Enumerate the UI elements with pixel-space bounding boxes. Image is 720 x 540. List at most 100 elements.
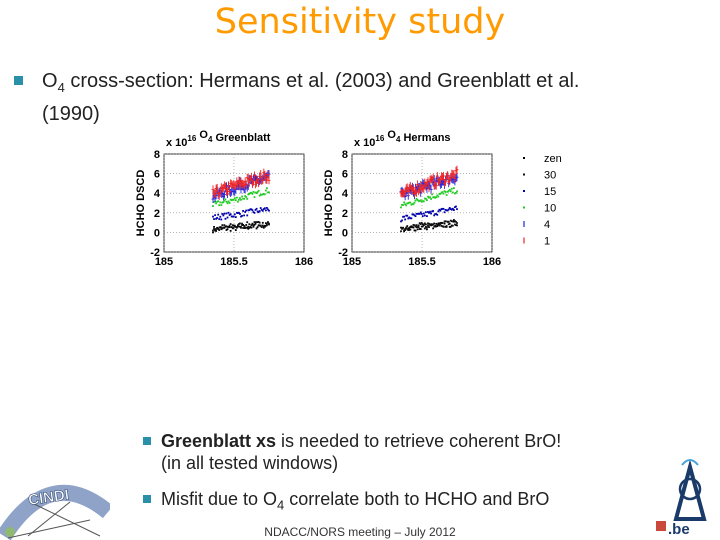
data-point <box>433 214 436 217</box>
data-point <box>408 201 411 204</box>
data-point <box>216 227 219 230</box>
data-point <box>435 222 438 225</box>
data-point <box>455 205 457 208</box>
data-point <box>450 220 453 223</box>
data-point <box>432 227 435 230</box>
data-point <box>233 224 236 227</box>
data-point <box>448 222 451 225</box>
data-point <box>218 229 221 231</box>
data-point <box>215 217 218 220</box>
chart-title: x 1016 O4 Hermans <box>354 129 451 149</box>
data-point <box>401 219 403 222</box>
data-point <box>245 196 248 198</box>
data-point <box>255 192 258 195</box>
legend-marker <box>523 173 525 176</box>
data-point <box>213 200 215 203</box>
data-point <box>452 209 455 211</box>
data-point <box>254 209 257 211</box>
data-point <box>408 216 411 219</box>
data-point <box>222 214 225 217</box>
data-point <box>253 221 256 224</box>
data-point <box>454 223 456 226</box>
data-point <box>226 228 229 231</box>
cindi-logo: CINDI <box>0 484 110 540</box>
data-point <box>410 203 413 206</box>
data-point <box>239 213 241 215</box>
data-point <box>430 198 432 200</box>
data-point <box>448 188 451 191</box>
bullet-misfit: Misfit due to O4 correlate both to HCHO … <box>143 488 549 517</box>
data-point <box>258 210 261 212</box>
data-point <box>217 228 220 230</box>
data-point <box>251 192 254 195</box>
data-point <box>223 224 226 227</box>
data-point <box>440 221 443 224</box>
data-point <box>438 193 441 195</box>
data-point <box>441 222 444 224</box>
data-point <box>411 213 414 216</box>
data-point <box>262 226 265 229</box>
data-point <box>420 225 423 228</box>
data-point <box>231 224 234 227</box>
data-point <box>240 215 242 218</box>
data-point <box>219 201 222 204</box>
x-tick-label: 185 <box>155 256 173 268</box>
data-point <box>412 226 415 229</box>
data-point <box>438 222 441 225</box>
data-point <box>258 194 261 197</box>
bullet3-rest: correlate both to HCHO and BrO <box>284 489 550 509</box>
cindi-line <box>29 501 101 537</box>
bullet-square-icon <box>143 495 151 503</box>
data-point <box>443 222 446 225</box>
data-point <box>447 223 450 226</box>
data-point <box>221 201 224 204</box>
data-point <box>266 224 268 227</box>
data-point <box>213 228 215 230</box>
data-point <box>257 224 260 227</box>
data-point <box>436 225 439 227</box>
data-point <box>413 224 416 227</box>
data-point <box>439 222 442 224</box>
data-point <box>213 226 215 228</box>
data-point <box>220 218 223 221</box>
data-point <box>426 199 428 202</box>
data-point <box>415 212 418 215</box>
bullet3-prefix: Misfit due to O <box>161 489 278 509</box>
data-point <box>456 224 458 227</box>
data-point <box>417 226 420 229</box>
legend-label: 30 <box>544 170 556 182</box>
data-point <box>411 226 414 228</box>
data-point <box>263 224 266 227</box>
data-point <box>419 228 422 230</box>
data-point <box>232 198 235 201</box>
data-point <box>437 195 440 198</box>
data-point <box>426 228 428 231</box>
data-point <box>239 222 241 225</box>
data-point <box>416 198 419 201</box>
data-point <box>448 207 451 209</box>
data-point <box>430 224 432 227</box>
data-point <box>241 195 243 198</box>
x-tick-label: 185 <box>343 256 361 268</box>
cindi-arc <box>0 484 110 540</box>
data-point <box>263 193 266 196</box>
data-point <box>232 226 235 229</box>
data-point <box>230 215 233 218</box>
data-point <box>433 196 436 198</box>
data-point <box>431 224 434 226</box>
data-point <box>423 227 426 230</box>
data-point <box>229 229 232 232</box>
data-point <box>405 214 408 217</box>
data-point <box>234 226 237 228</box>
data-point <box>433 222 436 225</box>
data-point <box>440 191 443 194</box>
data-point <box>438 208 441 211</box>
data-point <box>247 227 250 230</box>
data-point <box>439 192 442 195</box>
data-point <box>238 211 240 214</box>
data-point <box>455 224 457 226</box>
data-point <box>407 202 410 205</box>
data-point <box>250 208 253 211</box>
data-point <box>212 215 214 218</box>
